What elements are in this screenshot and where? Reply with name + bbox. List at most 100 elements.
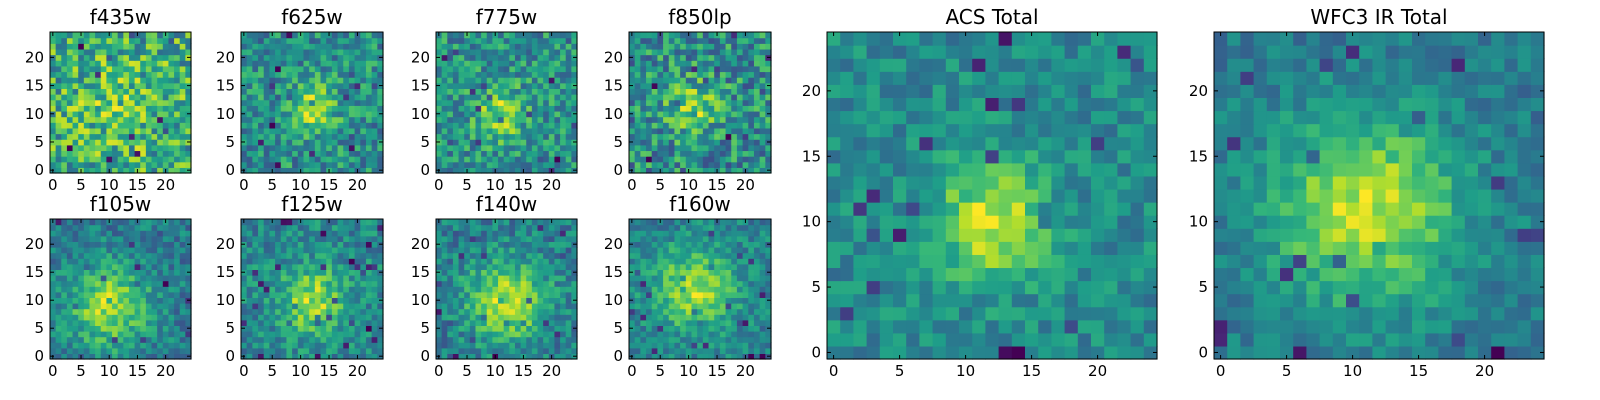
heatmap-cell (458, 94, 465, 101)
heatmap-cell (674, 77, 681, 84)
heatmap-cell (145, 167, 153, 174)
heatmap-cell (377, 347, 384, 354)
heatmap-cell (343, 48, 350, 56)
heatmap-cell (719, 353, 727, 360)
heatmap-cell (179, 353, 186, 360)
heatmap-cell (292, 127, 299, 135)
heatmap-cell (646, 77, 653, 84)
heatmap-cell (691, 325, 698, 332)
heatmap-cell (685, 122, 693, 129)
heatmap-cell (629, 286, 636, 293)
heatmap-cell (348, 314, 356, 321)
heatmap-cell (646, 336, 653, 343)
x-tick-label: 20 (542, 176, 561, 194)
heatmap-cell (303, 263, 310, 270)
heatmap-cell (78, 60, 85, 67)
heatmap-cell (326, 308, 333, 315)
heatmap-cell (55, 224, 62, 231)
heatmap-cell (112, 37, 119, 44)
heatmap-cell (674, 60, 681, 67)
heatmap-cell (719, 54, 727, 61)
heatmap-cell (314, 342, 322, 349)
heatmap-cell (348, 116, 356, 123)
heatmap-cell (89, 325, 96, 332)
heatmap-cell (464, 139, 471, 146)
heatmap-cell (691, 43, 698, 50)
heatmap-cell (72, 94, 79, 101)
heatmap-cell (441, 77, 448, 84)
heatmap-cell (275, 308, 282, 315)
heatmap-cell (742, 308, 749, 315)
heatmap-cell (185, 48, 192, 56)
heatmap-cell (72, 122, 79, 129)
heatmap-cell (168, 167, 175, 174)
heatmap-cell (331, 219, 339, 226)
heatmap-cell (337, 297, 344, 304)
heatmap-cell (731, 314, 738, 321)
heatmap-cell (360, 122, 367, 129)
heatmap-cell (531, 88, 539, 95)
heatmap-cell (360, 99, 367, 106)
heatmap-cell (246, 319, 253, 326)
heatmap-cell (560, 280, 567, 287)
heatmap-cell (123, 43, 130, 50)
heatmap-cell (377, 247, 384, 254)
heatmap-cell (526, 99, 533, 106)
heatmap-cell (157, 105, 164, 112)
heatmap-cell (486, 167, 493, 174)
heatmap-cell (78, 116, 85, 123)
heatmap-cell (458, 224, 465, 231)
heatmap-cell (78, 224, 85, 231)
heatmap-cell (697, 105, 704, 112)
heatmap-cell (509, 65, 516, 73)
heatmap-cell (736, 297, 744, 304)
heatmap-cell (486, 43, 493, 50)
heatmap-cell (685, 99, 693, 106)
heatmap-cell (320, 280, 327, 287)
heatmap-cell (731, 48, 738, 56)
heatmap-cell (441, 127, 448, 135)
heatmap-cell (258, 319, 265, 326)
heatmap-cell (565, 275, 572, 282)
x-tick-label: 15 (514, 362, 533, 380)
heatmap-cell (331, 127, 339, 135)
heatmap-cell (674, 127, 681, 135)
heatmap-cell (458, 144, 465, 152)
heatmap-cell (61, 241, 68, 248)
heatmap-cell (719, 314, 727, 321)
heatmap-cell (269, 263, 276, 270)
heatmap-cell (509, 291, 516, 298)
heatmap-cell (475, 252, 482, 259)
heatmap-cell (246, 258, 253, 265)
heatmap-cell (162, 65, 170, 73)
heatmap-cell (447, 65, 454, 73)
heatmap-cell (464, 82, 471, 89)
heatmap-cell (95, 235, 102, 242)
heatmap-cell (452, 88, 460, 95)
heatmap-cell (123, 110, 130, 118)
heatmap-cell (303, 224, 310, 231)
heatmap-cell (725, 331, 732, 338)
heatmap-cell (509, 331, 516, 338)
heatmap-cell (452, 280, 460, 287)
heatmap-cell (685, 139, 693, 146)
heatmap-cell (320, 347, 327, 354)
heatmap-cell (680, 144, 687, 152)
heatmap-cell (162, 99, 170, 106)
heatmap-cell (469, 235, 477, 242)
heatmap-cell (680, 325, 687, 332)
heatmap-cell (72, 37, 79, 44)
heatmap-cell (697, 342, 704, 349)
heatmap-cell (66, 144, 74, 152)
heatmap-cell (140, 258, 147, 265)
heatmap-cell (543, 127, 550, 135)
heatmap-cell (151, 110, 158, 118)
heatmap-cell (697, 48, 704, 56)
heatmap-cell (106, 105, 113, 112)
heatmap-cell (537, 110, 544, 118)
heatmap-cell (469, 88, 477, 95)
heatmap-cell (185, 230, 192, 237)
heatmap-cell (714, 71, 721, 78)
heatmap-cell (663, 37, 670, 44)
heatmap-cell (663, 347, 670, 354)
